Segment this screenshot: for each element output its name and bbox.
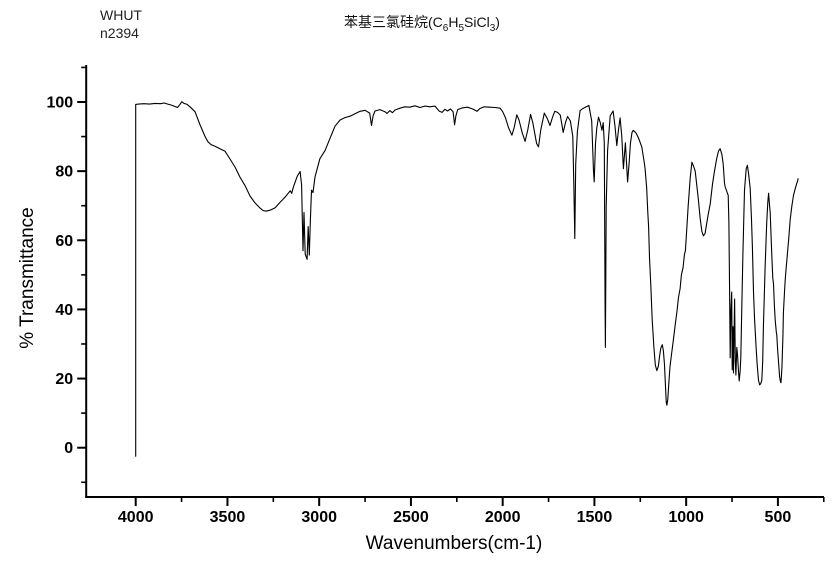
chart-title: 苯基三氯硅烷(C6H5SiCl3) [344, 12, 500, 34]
x-tick-label: 2500 [393, 509, 429, 526]
x-tick-label: 3500 [210, 509, 246, 526]
title-text: H [448, 14, 459, 30]
title-text: 苯基三氯硅烷(C [344, 14, 443, 30]
y-tick-label: 80 [55, 164, 73, 181]
y-tick-label: 60 [55, 233, 73, 250]
y-tick-label: 0 [64, 440, 73, 457]
title-text: ) [495, 14, 500, 30]
x-tick-label: 2000 [485, 509, 521, 526]
sample-id-text: n2394 [100, 25, 139, 41]
title-text: SiCl [464, 14, 490, 30]
spectrum-curve [135, 101, 799, 457]
y-tick-label: 100 [46, 95, 73, 112]
x-tick-label: 1500 [577, 509, 613, 526]
title-subscript: 6 [442, 23, 449, 34]
y-tick-label: 40 [55, 302, 73, 319]
x-tick-label: 500 [765, 509, 792, 526]
title-subscript: 3 [489, 23, 496, 34]
title-subscript: 5 [458, 23, 465, 34]
x-tick-label: 3000 [301, 509, 337, 526]
y-axis-label: % Transmittance [17, 207, 38, 349]
x-axis-label: Wavenumbers(cm-1) [365, 533, 543, 554]
lab-id-text: WHUT [100, 7, 142, 23]
x-tick-label: 4000 [118, 509, 154, 526]
x-tick-label: 1000 [668, 509, 704, 526]
y-tick-label: 20 [55, 371, 73, 388]
